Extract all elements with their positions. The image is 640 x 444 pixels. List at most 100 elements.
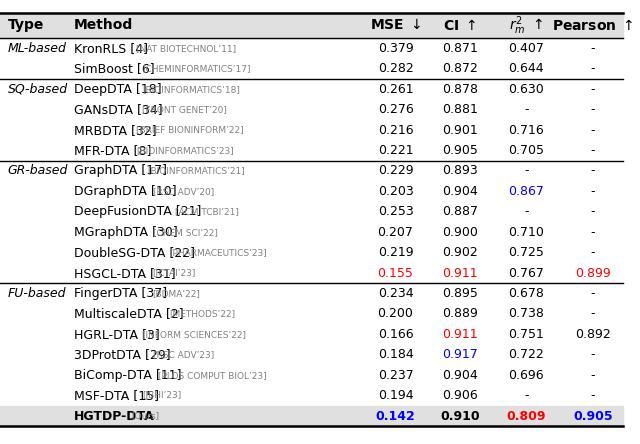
Text: 0.900: 0.900 <box>442 226 477 239</box>
Text: 0.678: 0.678 <box>508 287 544 300</box>
Text: 0.738: 0.738 <box>508 307 544 321</box>
Text: DeepFusionDTA [21]: DeepFusionDTA [21] <box>74 205 201 218</box>
Bar <box>0 13 623 38</box>
Text: MultiscaleDTA [2]: MultiscaleDTA [2] <box>74 307 183 321</box>
Text: 0.887: 0.887 <box>442 205 477 218</box>
Text: [BIOINFORMATICS’21]: [BIOINFORMATICS’21] <box>147 166 245 175</box>
Text: ML-based: ML-based <box>8 42 67 55</box>
Text: 0.282: 0.282 <box>378 62 413 75</box>
Text: 0.630: 0.630 <box>509 83 544 96</box>
Text: [ACM TCBI’21]: [ACM TCBI’21] <box>175 207 239 216</box>
Text: 0.407: 0.407 <box>508 42 544 55</box>
Text: Method: Method <box>74 18 132 32</box>
Text: 0.911: 0.911 <box>442 266 477 280</box>
Text: 0.253: 0.253 <box>378 205 413 218</box>
Text: 0.906: 0.906 <box>442 389 477 402</box>
Text: [Ours]: [Ours] <box>131 412 159 420</box>
Text: 0.809: 0.809 <box>507 409 546 423</box>
Text: 0.705: 0.705 <box>508 144 545 157</box>
Text: [JBHI’23]: [JBHI’23] <box>142 391 181 400</box>
Text: 0.184: 0.184 <box>378 348 413 361</box>
Text: -: - <box>524 103 529 116</box>
Text: 0.871: 0.871 <box>442 42 477 55</box>
Text: SimBoost [6]: SimBoost [6] <box>74 62 154 75</box>
Text: -: - <box>591 287 595 300</box>
Text: DGraphDTA [10]: DGraphDTA [10] <box>74 185 176 198</box>
Text: 0.905: 0.905 <box>573 409 613 423</box>
Text: 0.722: 0.722 <box>509 348 544 361</box>
Text: [PLOS COMPUT BIOL’23]: [PLOS COMPUT BIOL’23] <box>158 371 267 380</box>
Text: FingerDTA [37]: FingerDTA [37] <box>74 287 166 300</box>
Text: 0.203: 0.203 <box>378 185 413 198</box>
Text: 0.155: 0.155 <box>378 266 413 280</box>
Text: 0.716: 0.716 <box>509 123 544 137</box>
Text: -: - <box>591 369 595 382</box>
Text: -: - <box>591 144 595 157</box>
Text: -: - <box>591 185 595 198</box>
Text: -: - <box>591 348 595 361</box>
Text: [CHEM SCI’22]: [CHEM SCI’22] <box>153 228 218 237</box>
Text: 0.219: 0.219 <box>378 246 413 259</box>
Text: GraphDTA [17]: GraphDTA [17] <box>74 164 166 178</box>
Text: -: - <box>591 103 595 116</box>
Text: BiComp-DTA [11]: BiComp-DTA [11] <box>74 369 181 382</box>
Text: [BIOINFORMATICS’18]: [BIOINFORMATICS’18] <box>142 85 239 94</box>
Text: Type: Type <box>8 18 44 32</box>
Text: 0.911: 0.911 <box>442 328 477 341</box>
Text: 0.910: 0.910 <box>440 409 479 423</box>
Text: 0.166: 0.166 <box>378 328 413 341</box>
Text: 0.229: 0.229 <box>378 164 413 178</box>
Text: 0.895: 0.895 <box>442 287 477 300</box>
Text: -: - <box>591 307 595 321</box>
Text: FU-based: FU-based <box>8 287 66 300</box>
Text: -: - <box>591 246 595 259</box>
Text: -: - <box>591 164 595 178</box>
Text: -: - <box>524 205 529 218</box>
Text: MSF-DTA [15]: MSF-DTA [15] <box>74 389 159 402</box>
Text: GR-based: GR-based <box>8 164 68 178</box>
Text: CI $\uparrow$: CI $\uparrow$ <box>443 18 477 33</box>
Text: [BDMA’22]: [BDMA’22] <box>153 289 200 298</box>
Text: DeepDTA [18]: DeepDTA [18] <box>74 83 161 96</box>
Text: 0.892: 0.892 <box>575 328 611 341</box>
Text: 0.872: 0.872 <box>442 62 477 75</box>
Text: 0.904: 0.904 <box>442 185 477 198</box>
Text: 0.917: 0.917 <box>442 348 477 361</box>
Text: 0.904: 0.904 <box>442 369 477 382</box>
Text: 0.221: 0.221 <box>378 144 413 157</box>
Text: [ICTAI’23]: [ICTAI’23] <box>153 269 196 278</box>
Text: [NAT BIOTECHNOL’11]: [NAT BIOTECHNOL’11] <box>136 44 236 53</box>
Text: 0.276: 0.276 <box>378 103 413 116</box>
Text: [BIOINFORMATICS’23]: [BIOINFORMATICS’23] <box>136 146 234 155</box>
Text: 3DProtDTA [29]: 3DProtDTA [29] <box>74 348 170 361</box>
Text: 0.767: 0.767 <box>508 266 544 280</box>
Text: 0.644: 0.644 <box>509 62 544 75</box>
Text: MSE $\downarrow$: MSE $\downarrow$ <box>370 18 421 32</box>
Text: 0.216: 0.216 <box>378 123 413 137</box>
Text: 0.905: 0.905 <box>442 144 477 157</box>
Text: 0.881: 0.881 <box>442 103 477 116</box>
Bar <box>0 406 623 426</box>
Text: [RSC ADV’20]: [RSC ADV’20] <box>153 187 214 196</box>
Text: 0.901: 0.901 <box>442 123 477 137</box>
Text: -: - <box>591 123 595 137</box>
Text: HSGCL-DTA [31]: HSGCL-DTA [31] <box>74 266 175 280</box>
Text: -: - <box>591 226 595 239</box>
Text: $r_m^2$ $\uparrow$: $r_m^2$ $\uparrow$ <box>509 14 543 36</box>
Text: [PHARMACEUTICS’23]: [PHARMACEUTICS’23] <box>169 248 267 257</box>
Text: 0.194: 0.194 <box>378 389 413 402</box>
Text: MGraphDTA [30]: MGraphDTA [30] <box>74 226 177 239</box>
Text: HGTDP-DTA: HGTDP-DTA <box>74 409 154 423</box>
Text: KronRLS [4]: KronRLS [4] <box>74 42 147 55</box>
Text: 0.867: 0.867 <box>508 185 544 198</box>
Text: Pearson $\uparrow$: Pearson $\uparrow$ <box>552 18 634 33</box>
Text: [INFORM SCIENCES’22]: [INFORM SCIENCES’22] <box>142 330 246 339</box>
Text: 0.234: 0.234 <box>378 287 413 300</box>
Text: [CHEMINFORMATICS’17]: [CHEMINFORMATICS’17] <box>142 64 250 73</box>
Text: 0.237: 0.237 <box>378 369 413 382</box>
Text: -: - <box>524 164 529 178</box>
Text: -: - <box>524 389 529 402</box>
Text: 0.261: 0.261 <box>378 83 413 96</box>
Text: -: - <box>591 42 595 55</box>
Text: 0.207: 0.207 <box>378 226 413 239</box>
